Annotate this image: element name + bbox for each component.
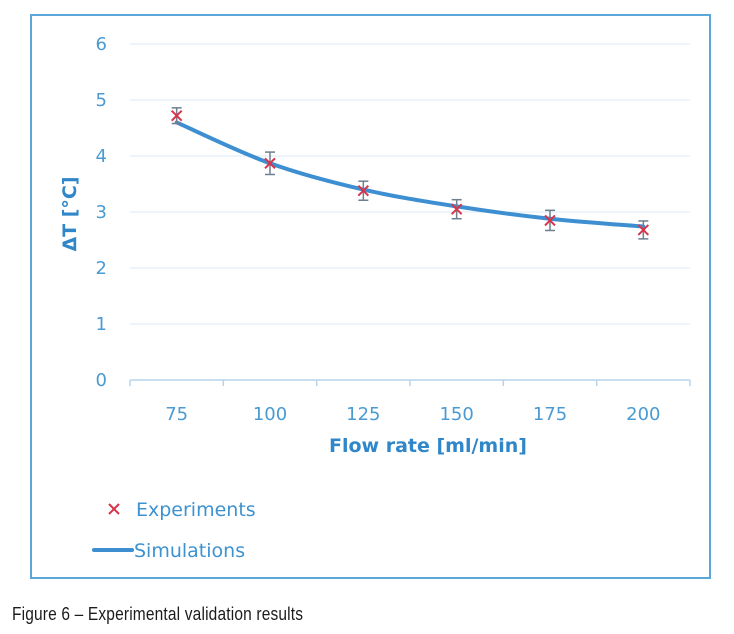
y-tick-label: 1 bbox=[96, 314, 107, 335]
x-axis-title: Flow rate [ml/min] bbox=[329, 435, 527, 457]
x-marker-stroke bbox=[450, 203, 463, 215]
x-tick-labels: 75 100 125 150 175 200 bbox=[165, 404, 660, 425]
x-tick-label: 150 bbox=[439, 404, 473, 425]
experiment-point bbox=[544, 209, 556, 232]
x-tick-label: 75 bbox=[165, 404, 188, 425]
x-tick-label: 175 bbox=[533, 404, 567, 425]
x-marker-stroke bbox=[544, 214, 556, 227]
series-layer bbox=[170, 107, 650, 240]
y-tick-label: 3 bbox=[96, 202, 107, 223]
x-marker-stroke bbox=[357, 185, 370, 197]
y-tick-label: 5 bbox=[96, 90, 107, 111]
chart-frame: 0 1 2 3 4 5 6 75 100 125 150 175 200 Flow rate [ml/… bbox=[30, 14, 711, 579]
x-marker-stroke bbox=[264, 157, 276, 169]
figure-caption: Figure 6 – Experimental validation resul… bbox=[12, 604, 304, 624]
x-tick-label: 125 bbox=[346, 404, 380, 425]
legend: Experiments Simulations bbox=[92, 499, 256, 562]
experiment-point bbox=[357, 180, 370, 201]
legend-label-experiments: Experiments bbox=[136, 499, 256, 521]
y-tick-labels: 0 1 2 3 4 5 6 bbox=[96, 34, 107, 391]
simulations-line bbox=[174, 120, 646, 229]
y-tick-label: 0 bbox=[96, 370, 107, 391]
x-tick-label: 100 bbox=[253, 404, 287, 425]
y-tick-label: 6 bbox=[96, 34, 107, 55]
experiment-point bbox=[637, 220, 650, 240]
y-tick-label: 4 bbox=[96, 146, 107, 167]
experiment-point bbox=[450, 198, 463, 220]
experiment-point bbox=[170, 107, 183, 125]
x-marker-stroke bbox=[170, 109, 183, 122]
experiment-point bbox=[264, 151, 276, 176]
y-tick-label: 2 bbox=[96, 258, 107, 279]
chart-svg: 0 1 2 3 4 5 6 75 100 125 150 175 200 Flow rate [ml/… bbox=[59, 34, 691, 562]
y-axis-title: ΔT [°C] bbox=[59, 176, 81, 251]
legend-marker-experiments bbox=[108, 503, 120, 515]
x-axis bbox=[129, 379, 691, 386]
x-marker-stroke bbox=[637, 224, 650, 236]
grid-lines bbox=[130, 43, 690, 325]
x-tick-label: 200 bbox=[626, 404, 660, 425]
legend-label-simulations: Simulations bbox=[134, 540, 245, 562]
